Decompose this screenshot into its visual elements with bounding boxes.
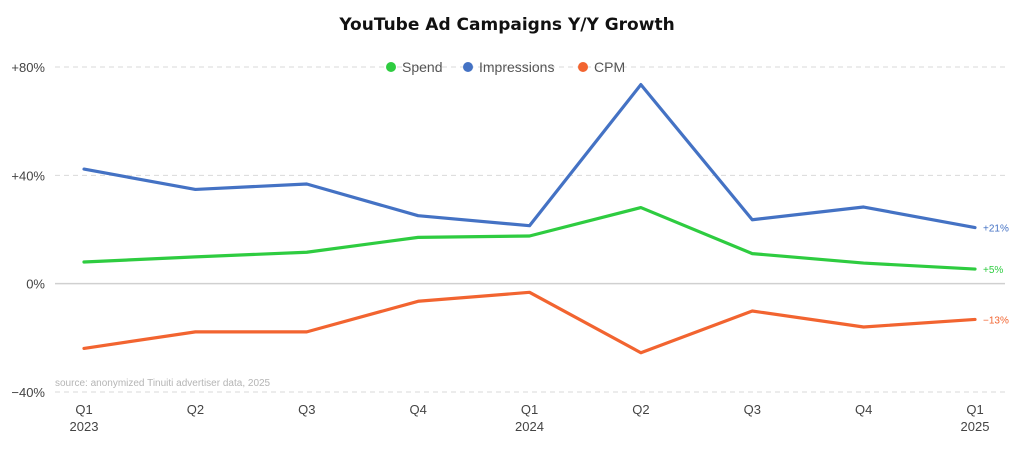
x-axis: Q1 2023 Q2 Q3 Q4 Q1 2024 Q2 Q3 Q4 Q1 2025 xyxy=(70,402,990,434)
x-year-label: 2024 xyxy=(515,419,544,434)
legend-label: Impressions xyxy=(479,59,554,75)
y-tick-label: +40% xyxy=(11,168,45,183)
legend-label: Spend xyxy=(402,59,442,75)
y-tick-label: +80% xyxy=(11,60,45,75)
end-label-impressions: +21% xyxy=(983,224,1009,235)
y-tick-label: −40% xyxy=(11,385,45,400)
series-line-cpm xyxy=(82,290,977,355)
x-tick-label: Q1 xyxy=(75,402,92,417)
x-tick-label: Q1 xyxy=(521,402,538,417)
end-label-spend: +5% xyxy=(983,265,1003,276)
series-lines: +5% +21% −13% xyxy=(82,83,1009,355)
x-tick-label: Q2 xyxy=(632,402,649,417)
legend-item-cpm: CPM xyxy=(578,59,625,75)
x-tick-label: Q4 xyxy=(409,402,426,417)
x-tick-label: Q1 xyxy=(966,402,983,417)
y-axis: +80% +40% 0% −40% xyxy=(11,60,45,400)
x-tick-label: Q4 xyxy=(855,402,872,417)
legend-marker xyxy=(578,62,588,72)
gridlines xyxy=(55,66,1005,393)
source-annotation: source: anonymized Tinuiti advertiser da… xyxy=(55,378,271,389)
series-line-spend xyxy=(82,205,977,271)
x-year-label: 2025 xyxy=(961,419,990,434)
legend-item-impressions: Impressions xyxy=(463,59,554,75)
y-tick-label: 0% xyxy=(26,277,45,292)
x-tick-label: Q3 xyxy=(744,402,761,417)
x-tick-label: Q2 xyxy=(187,402,204,417)
legend-item-spend: Spend xyxy=(386,59,442,75)
chart-title: YouTube Ad Campaigns Y/Y Growth xyxy=(338,15,674,35)
x-year-label: 2023 xyxy=(70,419,99,434)
legend: Spend Impressions CPM xyxy=(386,59,625,75)
legend-label: CPM xyxy=(594,59,625,75)
end-label-cpm: −13% xyxy=(983,315,1009,326)
x-tick-label: Q3 xyxy=(298,402,315,417)
legend-marker xyxy=(386,62,396,72)
series-line-impressions xyxy=(82,83,977,230)
legend-marker xyxy=(463,62,473,72)
